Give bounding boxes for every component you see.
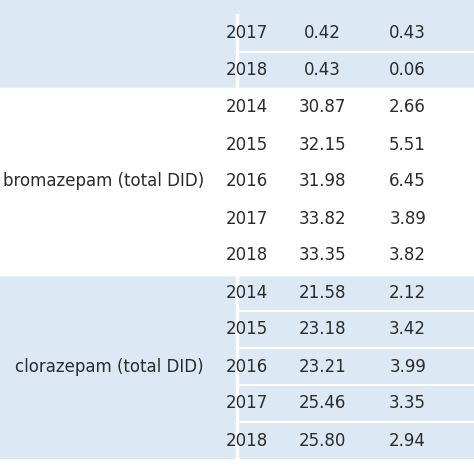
Bar (0, 348, 474, 385)
Text: 2.94: 2.94 (389, 431, 426, 449)
Text: 2017: 2017 (225, 394, 268, 412)
Text: 0.43: 0.43 (304, 62, 341, 80)
Text: 33.35: 33.35 (299, 246, 346, 264)
Bar (0, 15, 474, 52)
Text: 2016: 2016 (225, 173, 268, 191)
Bar (0, 52, 474, 89)
Text: 23.18: 23.18 (299, 320, 346, 338)
Bar (0, 422, 474, 459)
Text: 6.45: 6.45 (389, 173, 426, 191)
Bar (0, 311, 474, 348)
Text: bromazepam (total DID): bromazepam (total DID) (2, 173, 204, 191)
Bar (0, 385, 474, 422)
Bar (0, 0, 474, 15)
Text: 2017: 2017 (225, 25, 268, 43)
Text: 0.06: 0.06 (389, 62, 426, 80)
Text: 3.89: 3.89 (389, 210, 426, 228)
Bar (0, 89, 474, 126)
Text: 2018: 2018 (225, 246, 268, 264)
Text: 21.58: 21.58 (299, 283, 346, 301)
Text: clorazepam (total DID): clorazepam (total DID) (15, 357, 204, 375)
Text: 3.42: 3.42 (389, 320, 426, 338)
Text: 2018: 2018 (225, 62, 268, 80)
Bar (0, 274, 474, 311)
Text: 0.42: 0.42 (304, 25, 341, 43)
Bar (0, 237, 474, 274)
Text: 33.82: 33.82 (299, 210, 346, 228)
Text: 2014: 2014 (225, 99, 268, 117)
Text: 2016: 2016 (225, 357, 268, 375)
Text: 2017: 2017 (225, 210, 268, 228)
Text: 32.15: 32.15 (299, 136, 346, 154)
Text: 30.87: 30.87 (299, 99, 346, 117)
Text: 2014: 2014 (225, 283, 268, 301)
Text: 2015: 2015 (225, 136, 268, 154)
Text: 23.21: 23.21 (299, 357, 346, 375)
Bar (0, 200, 474, 237)
Bar (0, 126, 474, 163)
Text: 2018: 2018 (225, 431, 268, 449)
Bar (0, 163, 474, 200)
Text: 3.82: 3.82 (389, 246, 426, 264)
Text: 3.35: 3.35 (389, 394, 426, 412)
Text: 25.46: 25.46 (299, 394, 346, 412)
Text: 5.51: 5.51 (389, 136, 426, 154)
Text: 2.12: 2.12 (389, 283, 426, 301)
Text: 2015: 2015 (225, 320, 268, 338)
Text: 3.99: 3.99 (389, 357, 426, 375)
Text: 25.80: 25.80 (299, 431, 346, 449)
Text: 31.98: 31.98 (299, 173, 346, 191)
Text: 0.43: 0.43 (389, 25, 426, 43)
Text: 2.66: 2.66 (389, 99, 426, 117)
